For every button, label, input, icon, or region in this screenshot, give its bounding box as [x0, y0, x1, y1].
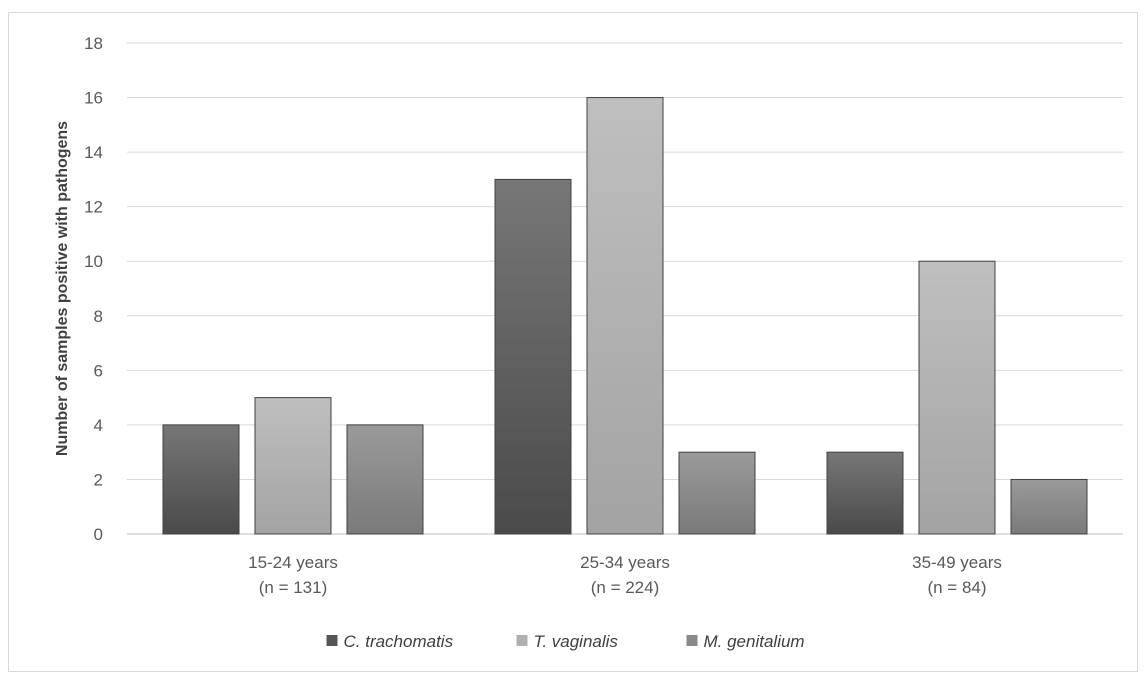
- y-axis-ticks: 0 2 4 6 8 10 12 14 16 18: [84, 34, 103, 544]
- y-tick-label: 8: [94, 307, 103, 326]
- x-axis-categories: 15-24 years (n = 131) 25-34 years (n = 224)…: [248, 553, 1002, 597]
- y-tick-label: 2: [94, 470, 103, 489]
- category-label: 35-49 years: [912, 553, 1002, 572]
- y-tick-label: 16: [84, 89, 103, 108]
- category-sample-size: (n = 84): [927, 578, 986, 597]
- y-tick-label: 12: [84, 198, 103, 217]
- legend-swatch: [326, 635, 338, 646]
- bar-t-vaginalis-3: [918, 260, 996, 535]
- bar-c-trachomatis-3: [826, 451, 904, 535]
- legend-label: C. trachomatis: [344, 632, 454, 651]
- y-tick-label: 6: [94, 361, 103, 380]
- bar-t-vaginalis-1: [254, 397, 332, 535]
- bar-c-trachomatis-2: [494, 178, 572, 535]
- bar-m-genitalium-3: [1010, 478, 1088, 535]
- legend-swatch: [516, 635, 528, 646]
- category-label: 25-34 years: [580, 553, 670, 572]
- bars: [162, 97, 1088, 535]
- y-tick-label: 18: [84, 34, 103, 53]
- category-label: 15-24 years: [248, 553, 338, 572]
- bar-m-genitalium-2: [678, 451, 756, 535]
- bar-c-trachomatis-1: [162, 424, 240, 535]
- legend-label: T. vaginalis: [534, 632, 619, 651]
- bar-m-genitalium-1: [346, 424, 424, 535]
- y-tick-label: 4: [94, 416, 103, 435]
- y-tick-label: 14: [84, 143, 103, 162]
- category-sample-size: (n = 224): [591, 578, 660, 597]
- category-sample-size: (n = 131): [259, 578, 328, 597]
- y-tick-label: 10: [84, 252, 103, 271]
- legend: C. trachomatis T. vaginalis M. genitalium: [326, 632, 805, 651]
- bar-t-vaginalis-2: [586, 97, 664, 535]
- y-tick-label: 0: [94, 525, 103, 544]
- legend-swatch: [686, 635, 698, 646]
- legend-label: M. genitalium: [704, 632, 805, 651]
- y-axis-label: Number of samples positive with pathogen…: [54, 121, 71, 456]
